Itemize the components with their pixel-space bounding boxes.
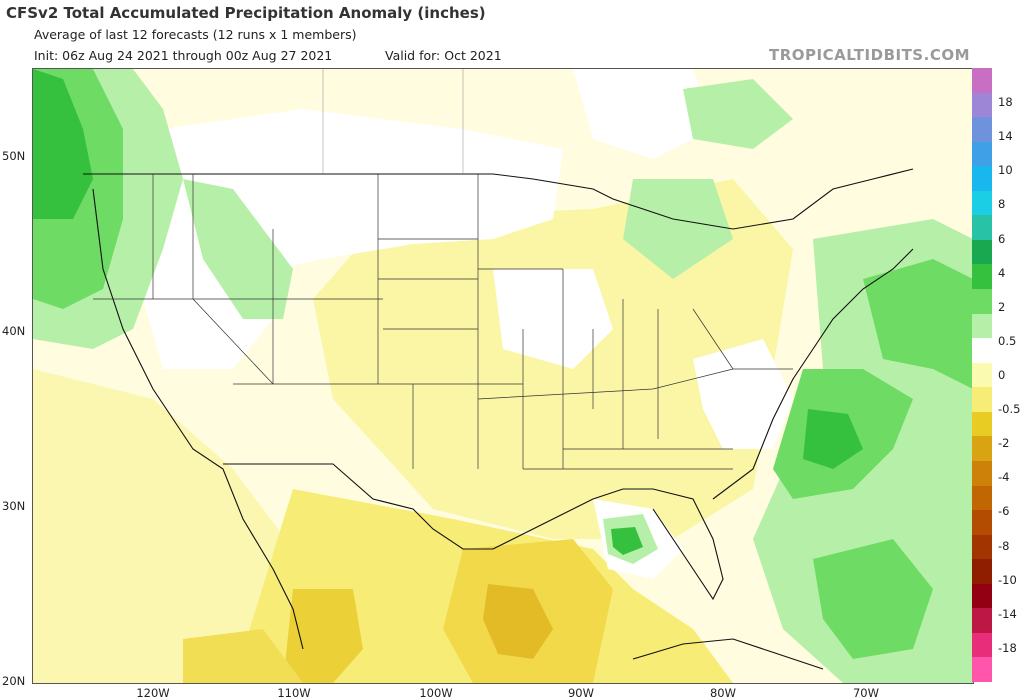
- colorbar-label: 6: [998, 231, 1006, 246]
- brand-watermark: TROPICALTIDBITS.COM: [769, 46, 970, 64]
- colorbar-label: 2: [998, 299, 1006, 314]
- map-graphic: [33, 69, 973, 683]
- colorbar-swatch: [972, 92, 992, 118]
- colorbar-label: -4: [998, 470, 1010, 485]
- wet-anomaly-areas: [33, 69, 973, 683]
- colorbar-swatch: [972, 166, 992, 192]
- graticule: [322, 69, 464, 174]
- colorbar-swatch: [972, 411, 992, 437]
- colorbar-label: -2: [998, 436, 1010, 451]
- lat-label-30: 30N: [2, 499, 26, 513]
- colorbar-swatch: [972, 264, 992, 290]
- chart-subtitle: Average of last 12 forecasts (12 runs x …: [34, 27, 357, 42]
- colorbar-label: 18: [998, 95, 1013, 110]
- lat-label-50: 50N: [2, 149, 26, 163]
- colorbar-swatch: [972, 117, 992, 143]
- valid-time: Valid for: Oct 2021: [385, 48, 502, 63]
- colorbar-label: 0: [998, 368, 1006, 382]
- colorbar-swatch: [972, 510, 992, 536]
- colorbar-swatch: [972, 387, 992, 413]
- colorbar-swatch: [972, 460, 992, 486]
- lon-label-120w: 120W: [136, 686, 170, 700]
- colorbar-label: -0.5: [998, 402, 1021, 417]
- colorbar-swatch: [972, 485, 992, 511]
- colorbar-swatch: [972, 239, 992, 265]
- colorbar-swatch: [972, 657, 992, 683]
- lat-label-20: 20N: [2, 674, 26, 688]
- colorbar-swatch: [972, 215, 992, 241]
- colorbar-label: -8: [998, 538, 1010, 553]
- colorbar-swatch: [972, 68, 992, 94]
- colorbar-swatch: [972, 190, 992, 216]
- colorbar-label: -6: [998, 504, 1010, 519]
- colorbar-label: -18: [998, 640, 1017, 655]
- colorbar-swatch: [972, 313, 992, 339]
- lon-label-100w: 100W: [419, 686, 453, 700]
- colorbar-label: 8: [998, 197, 1006, 212]
- lat-label-40: 40N: [2, 324, 26, 338]
- colorbar-label: 14: [998, 129, 1013, 144]
- colorbar-swatch: [972, 338, 992, 364]
- colorbar-swatch: [972, 608, 992, 634]
- precip-anomaly-map: [32, 68, 974, 684]
- colorbar: [972, 68, 992, 683]
- colorbar-swatch: [972, 436, 992, 462]
- lon-label-90w: 90W: [567, 686, 594, 700]
- colorbar-label: -10: [998, 572, 1017, 587]
- chart-title: CFSv2 Total Accumulated Precipitation An…: [6, 4, 486, 22]
- colorbar-label: 4: [998, 265, 1006, 280]
- colorbar-swatch: [972, 289, 992, 315]
- colorbar-label: 10: [998, 163, 1013, 178]
- colorbar-swatch: [972, 362, 992, 388]
- colorbar-swatch: [972, 632, 992, 658]
- lon-label-110w: 110W: [277, 686, 311, 700]
- colorbar-label: -14: [998, 606, 1017, 621]
- lon-label-80w: 80W: [709, 686, 736, 700]
- colorbar-swatch: [972, 559, 992, 585]
- init-time: Init: 06z Aug 24 2021 through 00z Aug 27…: [34, 48, 333, 63]
- lon-label-70w: 70W: [852, 686, 879, 700]
- colorbar-swatch: [972, 141, 992, 167]
- state-borders: [93, 174, 793, 470]
- colorbar-swatch: [972, 534, 992, 560]
- colorbar-label: 0.5: [998, 333, 1017, 348]
- colorbar-swatch: [972, 583, 992, 609]
- country-borders: [83, 168, 914, 670]
